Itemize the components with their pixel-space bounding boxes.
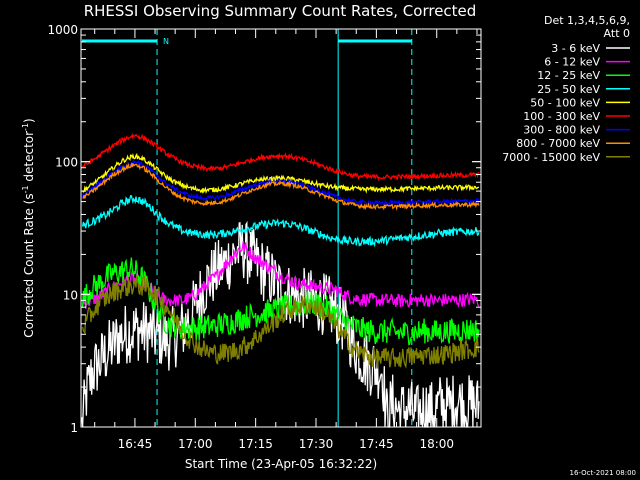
y-axis-label: Corrected Count Rate (s-1 detector-1) <box>21 118 36 337</box>
y-tick-label-2: 100 <box>55 156 78 170</box>
y-tick-label-0: 1 <box>70 421 78 435</box>
y-axis-label-exponent-2: -1 <box>21 123 30 131</box>
chart-title: RHESSI Observing Summary Count Rates, Co… <box>84 2 477 20</box>
legend-entry-label-2: 12 - 25 keV <box>537 69 600 82</box>
legend-entry-label-6: 300 - 800 keV <box>523 124 600 137</box>
y-axis-label-close: ) <box>22 118 36 123</box>
plot-frame <box>80 28 482 428</box>
x-tick-label-1: 17:00 <box>178 437 213 451</box>
legend-entry-label-7: 800 - 7000 keV <box>516 137 600 150</box>
y-tick-label-1: 10 <box>63 288 78 302</box>
legend-entry-label-1: 6 - 12 keV <box>544 56 600 69</box>
y-axis-label-exponent-1: -1 <box>21 185 30 193</box>
x-tick-label-2: 17:15 <box>238 437 273 451</box>
legend-entry-label-5: 100 - 300 keV <box>523 110 600 123</box>
series-line-8 <box>81 275 480 369</box>
x-axis-label: Start Time (23-Apr-05 16:32:22) <box>185 457 377 471</box>
series-line-4 <box>82 152 480 195</box>
generated-timestamp: 16-Oct-2021 08:00 <box>570 469 636 477</box>
series-line-3 <box>81 194 480 248</box>
legend-entry-label-0: 3 - 6 keV <box>551 42 600 55</box>
night-label: N <box>163 37 169 46</box>
legend-entry-label-8: 7000 - 15000 keV <box>502 151 600 164</box>
legend-entry-label-3: 25 - 50 keV <box>537 83 600 96</box>
x-tick-label-0: 16:45 <box>118 437 153 451</box>
legend-header-line-1: Det 1,3,4,5,6,9, <box>544 14 630 27</box>
series-line-7 <box>82 162 480 211</box>
axis-ticks: 1 10 100 1000 16:45 17:00 17:15 17:30 17:45 18:00 <box>47 23 481 451</box>
y-tick-label-3: 1000 <box>47 23 78 37</box>
series-line-6 <box>81 159 480 207</box>
y-axis-label-base: Corrected Count Rate (s <box>22 193 36 337</box>
x-tick-label-5: 18:00 <box>419 437 454 451</box>
x-tick-label-4: 17:45 <box>359 437 394 451</box>
series-group <box>81 132 480 428</box>
legend-entry-label-4: 50 - 100 keV <box>530 96 600 109</box>
legend-header-line-2: Att 0 <box>604 27 630 40</box>
x-tick-label-3: 17:30 <box>299 437 334 451</box>
series-line-5 <box>82 132 480 182</box>
series-line-0 <box>81 220 480 428</box>
y-axis-label-middle: detector <box>22 131 36 186</box>
